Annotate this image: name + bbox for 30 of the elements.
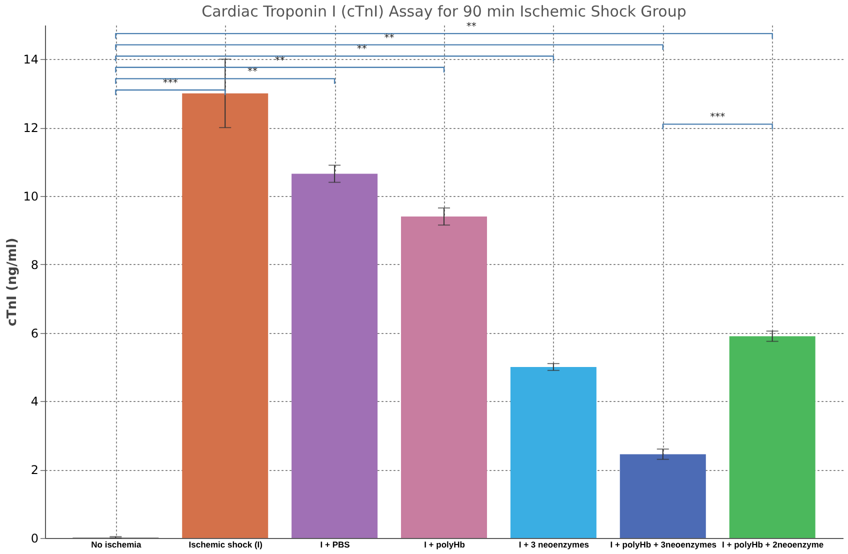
y-tick-label: 2 — [30, 463, 38, 478]
bar — [401, 216, 487, 538]
bar — [182, 93, 268, 538]
annotation: ** — [466, 22, 476, 33]
annotation: ** — [247, 66, 258, 78]
annotation: ** — [356, 44, 367, 56]
annotation: *** — [710, 112, 726, 124]
x-tick-label: No ischemia — [91, 540, 142, 550]
x-tick-label: I + 3 neoenzymes — [518, 540, 590, 550]
y-tick-label: 6 — [30, 326, 38, 340]
x-tick-label: I + polyHb + 3neoenzymes — [610, 540, 717, 550]
y-tick-label: 4 — [30, 394, 38, 409]
y-tick-label: 0 — [30, 532, 38, 546]
x-tick-label: I + PBS — [320, 540, 350, 550]
y-axis-title: cTnI (ng/ml) — [5, 238, 20, 326]
y-tick-label: 8 — [30, 258, 38, 272]
y-tick-label: 10 — [23, 190, 38, 204]
annotation: *** — [162, 78, 178, 89]
bar — [620, 454, 706, 538]
bar — [729, 336, 816, 538]
y-tick-label: 14 — [23, 52, 38, 67]
annotation: ** — [274, 55, 285, 66]
x-tick-label: I + polyHb + 2neoenzyme — [722, 540, 824, 550]
y-tick-label: 12 — [23, 121, 38, 136]
chart-title: Cardiac Troponin I (cTnI) Assay for 90 min Ischemic Shock Group — [202, 2, 686, 21]
bar — [292, 174, 378, 538]
x-tick-label: I + polyHb — [424, 540, 465, 550]
x-tick-label: Ischemic shock (I) — [188, 540, 263, 550]
annotation: ** — [384, 32, 394, 44]
bar — [510, 367, 596, 538]
